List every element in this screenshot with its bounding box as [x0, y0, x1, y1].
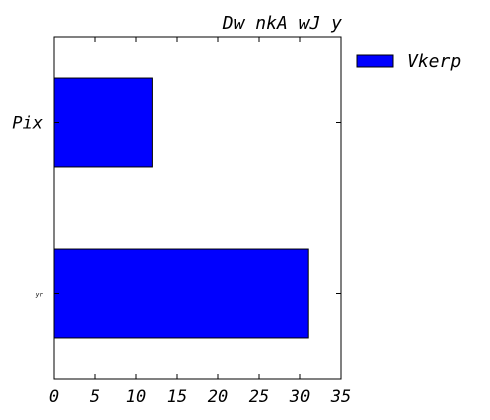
x-tick-label: 30 — [289, 387, 310, 407]
x-tick-label: 5 — [90, 387, 100, 407]
x-tick-label: 20 — [208, 387, 228, 407]
x-tick-label: 10 — [126, 387, 146, 407]
bars-layer — [53, 77, 309, 339]
x-tick-label: 0 — [49, 387, 59, 407]
x-tick-label: 35 — [330, 387, 351, 407]
legend: Vkerp — [356, 51, 461, 72]
legend-label: Vkerp — [407, 51, 461, 72]
bar-yr — [53, 248, 309, 339]
x-tick-label: 25 — [249, 387, 269, 407]
chart-title: Dw nkA wJ y — [222, 13, 342, 34]
x-tick-label: 15 — [167, 387, 187, 407]
bar-Pix — [53, 77, 153, 168]
y-axis: Pix yr — [12, 114, 341, 299]
legend-swatch — [356, 54, 394, 68]
x-axis: 0 5 10 15 20 25 30 35 — [49, 37, 351, 407]
y-tick-label: Pix — [12, 114, 43, 134]
y-tick-label: yr — [35, 292, 44, 299]
